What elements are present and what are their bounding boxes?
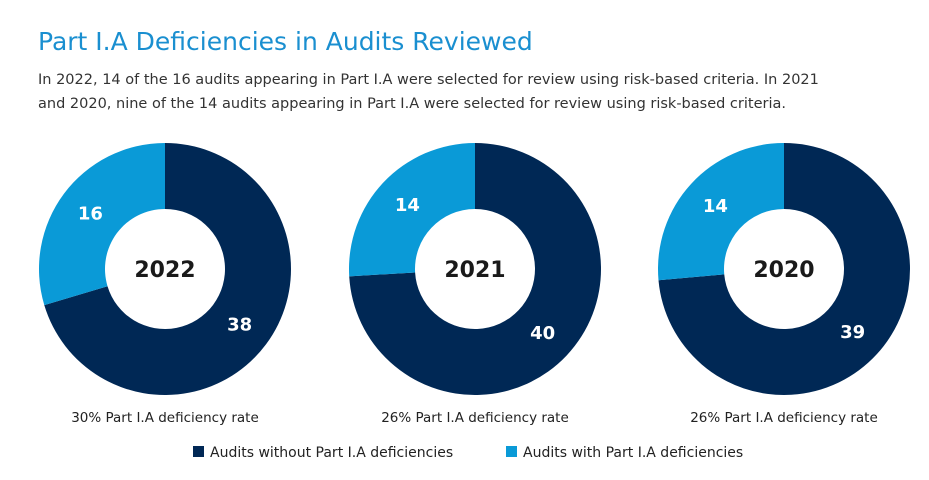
value-label: 40	[530, 323, 555, 344]
legend-label: Audits with Part I.A deficiencies	[523, 445, 743, 461]
center-label: 2020	[753, 258, 814, 283]
legend-swatch	[193, 446, 204, 457]
donut-slice	[658, 143, 784, 281]
caption: 26% Part I.A deficiency rate	[690, 410, 878, 426]
value-label: 14	[395, 195, 420, 216]
subtitle: and 2020, nine of the 14 audits appearin…	[38, 96, 786, 112]
value-label: 39	[840, 322, 865, 343]
title: Part I.A Deficiencies in Audits Reviewed	[38, 27, 533, 56]
value-label: 14	[703, 196, 728, 217]
legend-label: Audits without Part I.A deficiencies	[210, 445, 453, 461]
caption: 26% Part I.A deficiency rate	[381, 410, 569, 426]
caption: 30% Part I.A deficiency rate	[71, 410, 259, 426]
center-label: 2021	[444, 258, 505, 283]
donut-slice	[658, 143, 911, 395]
center-label: 2022	[134, 258, 195, 283]
value-label: 38	[227, 315, 252, 336]
donut-slice	[44, 143, 291, 395]
donut-slice	[349, 143, 475, 277]
donut-slice	[349, 143, 601, 395]
value-label: 16	[78, 203, 103, 224]
donut-slice	[38, 143, 165, 306]
legend-swatch	[506, 446, 517, 457]
subtitle: In 2022, 14 of the 16 audits appearing i…	[38, 72, 819, 88]
